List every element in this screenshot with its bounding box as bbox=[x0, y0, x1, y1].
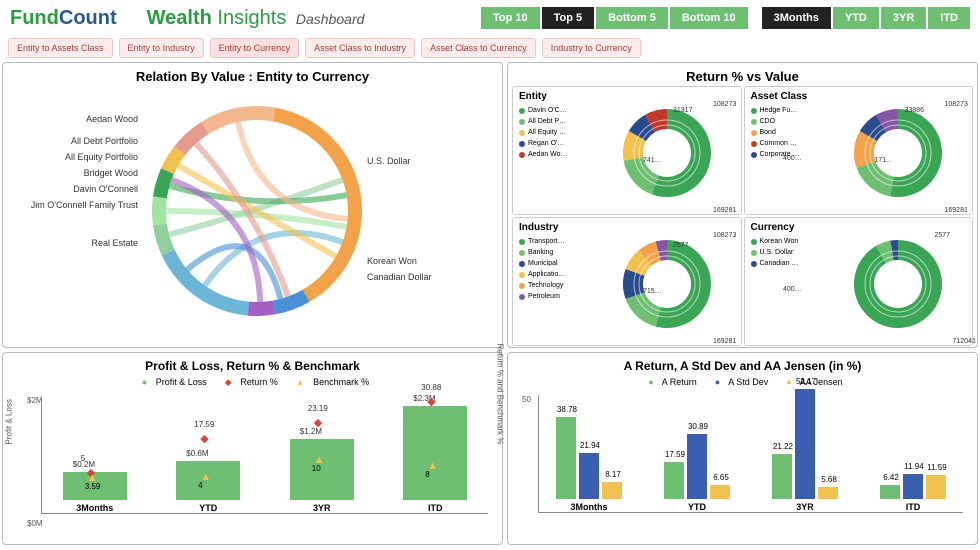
pl-bar-3Months: $0.2M ◆5 ▲3.59 3Months bbox=[55, 382, 135, 513]
pl-y2-label: Return % and Benchmark % bbox=[496, 344, 505, 445]
chord-left-2: All Equity Portfolio bbox=[65, 152, 138, 162]
pl-title: Profit & Loss, Return % & Benchmark bbox=[7, 357, 498, 375]
filter-5[interactable]: Industry to Currency bbox=[542, 38, 641, 58]
pl-chart-card: Profit & Loss, Return % & Benchmark ● Pr… bbox=[2, 352, 503, 545]
filter-2[interactable]: Entity to Currency bbox=[210, 38, 300, 58]
filter-bar: Entity to Assets Class Entity to Industry… bbox=[0, 36, 980, 60]
filter-0[interactable]: Entity to Assets Class bbox=[8, 38, 113, 58]
period-tab-0[interactable]: 3Months bbox=[762, 7, 831, 29]
std-bar-YTD: 17.5930.896.65YTD bbox=[657, 381, 737, 512]
header: FundCount Wealth Insights Dashboard Top … bbox=[0, 0, 980, 36]
pl-bar-YTD: $0.6M ◆17.59 ▲4 YTD bbox=[168, 382, 248, 513]
range-tabs: Top 10Top 5Bottom 5Bottom 10 bbox=[481, 7, 748, 29]
chord-right-0: U.S. Dollar bbox=[367, 156, 411, 166]
chord-left-4: Davin O'Connell bbox=[73, 184, 138, 194]
filter-1[interactable]: Entity to Industry bbox=[119, 38, 204, 58]
period-tab-1[interactable]: YTD bbox=[833, 7, 879, 29]
pl-bar-3YR: $1.2M ◆23.19 ▲10 3YR bbox=[282, 382, 362, 513]
chord-left-3: Bridget Wood bbox=[84, 168, 138, 178]
page-title: Wealth Insights Dashboard bbox=[147, 7, 365, 30]
chord-diagram: Aedan Wood All Debt Portfolio All Equity P… bbox=[7, 86, 498, 336]
donut-asset class: Asset ClassHedge Fu…CDOBondCommon …Corpo… bbox=[744, 86, 974, 215]
range-tab-1[interactable]: Top 5 bbox=[542, 7, 595, 29]
period-tabs: 3MonthsYTD3YRITD bbox=[762, 7, 970, 29]
chord-left-0: Aedan Wood bbox=[86, 114, 138, 124]
chord-right-2: Canadian Dollar bbox=[367, 272, 432, 282]
filter-4[interactable]: Asset Class to Currency bbox=[421, 38, 536, 58]
chord-left-6: Real Estate bbox=[91, 238, 138, 248]
std-chart-card: A Return, A Std Dev and AA Jensen (in %)… bbox=[507, 352, 978, 545]
std-bar-3Months: 38.7821.948.173Months bbox=[549, 381, 629, 512]
pl-bar-ITD: $2.3M ◆30.88 ▲8 ITD bbox=[395, 382, 475, 513]
donut-grid: EntityDavin O'C…All Debt P…All Equity …R… bbox=[512, 86, 973, 346]
pl-y-label: Profit & Loss bbox=[5, 399, 14, 444]
std-chart: 50 38.7821.948.173Months17.5930.896.65YT… bbox=[512, 389, 973, 549]
filter-3[interactable]: Asset Class to Industry bbox=[305, 38, 415, 58]
range-tab-3[interactable]: Bottom 10 bbox=[670, 7, 748, 29]
logo: FundCount bbox=[10, 7, 117, 30]
std-bar-ITD: 6.4211.9411.59ITD bbox=[873, 381, 953, 512]
chord-card: Relation By Value : Entity to Currency A… bbox=[2, 62, 503, 348]
donut-industry: IndustryTransport…BankingMunicipalApplic… bbox=[512, 217, 742, 346]
rvv-title: Return % vs Value bbox=[512, 67, 973, 86]
chord-left-5: Jim O'Connell Family Trust bbox=[31, 200, 138, 210]
chord-left-1: All Debt Portfolio bbox=[71, 136, 138, 146]
period-tab-2[interactable]: 3YR bbox=[881, 7, 926, 29]
range-tab-2[interactable]: Bottom 5 bbox=[596, 7, 668, 29]
pl-chart: Profit & Loss Return % and Benchmark % $… bbox=[7, 390, 498, 550]
donut-currency: CurrencyKorean WonU.S. DollarCanadian …2… bbox=[744, 217, 974, 346]
range-tab-0[interactable]: Top 10 bbox=[481, 7, 540, 29]
std-bar-3YR: 21.2252.175.683YR bbox=[765, 381, 845, 512]
period-tab-3[interactable]: ITD bbox=[928, 7, 970, 29]
chord-right-1: Korean Won bbox=[367, 256, 417, 266]
return-vs-value-card: Return % vs Value EntityDavin O'C…All De… bbox=[507, 62, 978, 348]
std-title: A Return, A Std Dev and AA Jensen (in %) bbox=[512, 357, 973, 375]
donut-entity: EntityDavin O'C…All Debt P…All Equity …R… bbox=[512, 86, 742, 215]
